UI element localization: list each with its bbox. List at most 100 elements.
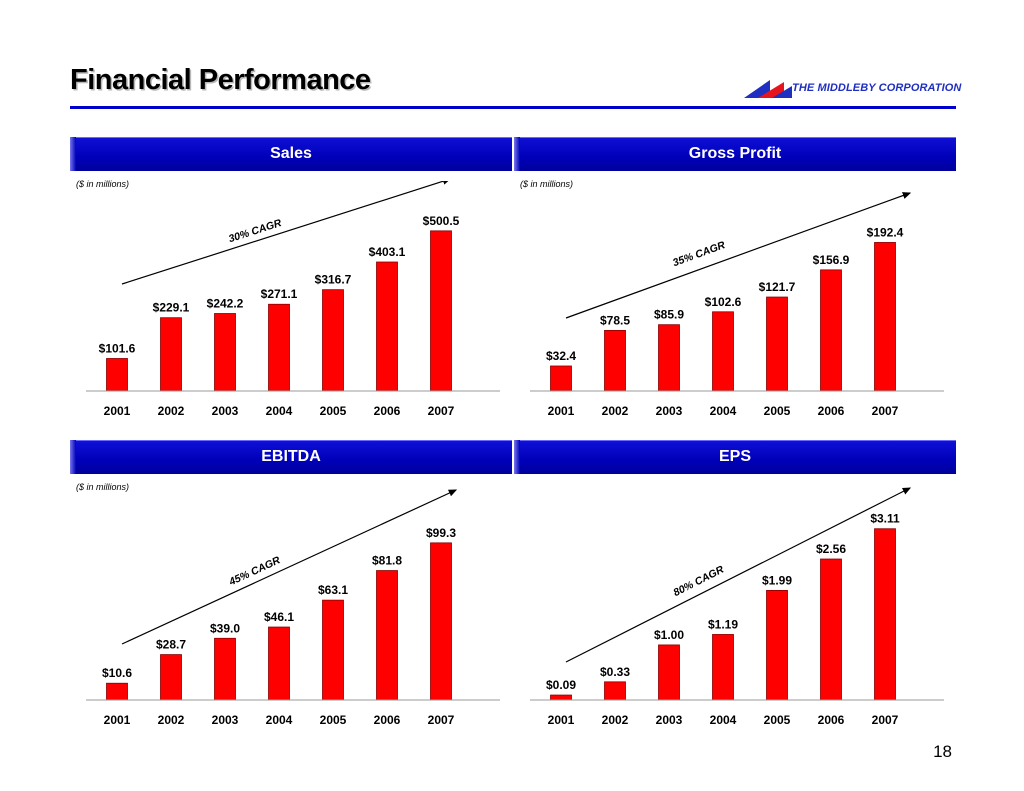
data-label-2003: $242.2 [207, 296, 244, 310]
title-rule [70, 106, 956, 109]
bar-2006 [376, 261, 398, 392]
tick-label-2003: 2003 [656, 404, 683, 418]
unit-note: ($ in millions) [76, 179, 130, 189]
panel-header: Gross Profit [514, 137, 956, 171]
unit-note: ($ in millions) [76, 482, 130, 492]
data-label-2007: $3.11 [870, 512, 900, 526]
tick-label-2001: 2001 [548, 404, 575, 418]
bar-2004 [712, 311, 734, 392]
tick-label-2004: 2004 [266, 713, 293, 727]
middleby-logo-icon [744, 80, 792, 98]
bar-2005 [766, 296, 788, 392]
company-logo: THE MIDDLEBY CORPORATION [744, 78, 961, 100]
eps-panel: EPS $0.09 2001 $0.33 2002 $1.00 2003 $1.19 2004… [514, 440, 956, 740]
tick-label-2007: 2007 [872, 713, 899, 727]
bar-2001 [550, 694, 572, 701]
data-label-2006: $403.1 [369, 245, 406, 259]
data-label-2006: $156.9 [813, 253, 850, 267]
bar-2007 [874, 242, 896, 392]
tick-label-2007: 2007 [428, 713, 455, 727]
tick-label-2007: 2007 [428, 404, 455, 418]
bar-2001 [550, 365, 572, 392]
tick-label-2005: 2005 [320, 404, 347, 418]
data-label-2007: $192.4 [867, 225, 904, 239]
bar-2007 [430, 542, 452, 701]
data-label-2005: $316.7 [315, 273, 352, 287]
data-label-2003: $85.9 [654, 308, 684, 322]
tick-label-2006: 2006 [818, 713, 845, 727]
bar-2004 [268, 626, 290, 701]
bar-2005 [322, 599, 344, 701]
sales-panel: Sales ($ in millions) $101.6 2001 $229.1 20… [70, 137, 512, 427]
panel-header: Sales [70, 137, 512, 171]
tick-label-2003: 2003 [656, 713, 683, 727]
panel-title: EBITDA [261, 448, 321, 465]
tick-label-2001: 2001 [548, 713, 575, 727]
data-label-2002: $28.7 [156, 638, 186, 652]
panel-title: EPS [718, 448, 751, 465]
tick-label-2005: 2005 [764, 713, 791, 727]
tick-label-2006: 2006 [818, 404, 845, 418]
data-label-2007: $99.3 [426, 526, 456, 540]
data-label-2003: $1.00 [654, 628, 684, 642]
trend-arrow [565, 487, 912, 663]
data-label-2004: $46.1 [264, 610, 294, 624]
data-label-2005: $1.99 [762, 573, 792, 587]
tick-label-2007: 2007 [872, 404, 899, 418]
tick-label-2005: 2005 [320, 713, 347, 727]
panel-header: EPS [514, 440, 956, 474]
data-label-2002: $0.33 [600, 665, 630, 679]
bar-2005 [766, 590, 788, 701]
bar-2002 [160, 654, 182, 701]
tick-label-2005: 2005 [764, 404, 791, 418]
gross-profit-chart: $32.4 2001 $78.5 2002 $85.9 2003 $102.6 2004 $12… [530, 192, 944, 418]
bar-2006 [820, 558, 842, 701]
tick-label-2001: 2001 [104, 713, 131, 727]
panel-header: EBITDA [70, 440, 512, 474]
data-label-2005: $63.1 [318, 583, 348, 597]
bar-2002 [604, 681, 626, 701]
tick-label-2004: 2004 [266, 404, 293, 418]
tick-label-2004: 2004 [710, 404, 737, 418]
bar-2003 [658, 324, 680, 392]
data-label-2004: $102.6 [705, 295, 742, 309]
ebitda-chart: $10.6 2001 $28.7 2002 $39.0 2003 $46.1 2004 $63.… [86, 489, 500, 727]
page-title: Financial Performance [70, 64, 371, 96]
data-label-2001: $32.4 [546, 349, 576, 363]
eps-chart: $0.09 2001 $0.33 2002 $1.00 2003 $1.19 2004 $1.9… [530, 487, 944, 727]
panel-title: Gross Profit [688, 145, 782, 162]
trend-arrow [121, 181, 452, 285]
data-label-2006: $81.8 [372, 554, 402, 568]
tick-label-2003: 2003 [212, 404, 239, 418]
tick-label-2002: 2002 [158, 713, 185, 727]
logo-text: THE MIDDLEBY CORPORATION [792, 82, 962, 94]
sales-chart: $101.6 2001 $229.1 2002 $242.2 2003 $271.1 2004… [86, 181, 500, 418]
data-label-2004: $271.1 [261, 287, 298, 301]
cagr-label: 35% CAGR [671, 239, 727, 269]
data-label-2003: $39.0 [210, 621, 240, 635]
bar-2003 [214, 637, 236, 701]
tick-label-2006: 2006 [374, 404, 401, 418]
tick-label-2002: 2002 [158, 404, 185, 418]
data-label-2004: $1.19 [708, 617, 738, 631]
gross-profit-panel: Gross Profit ($ in millions) $32.4 2001 $7… [514, 137, 956, 427]
unit-note: ($ in millions) [520, 179, 574, 189]
data-label-2002: $229.1 [153, 301, 190, 315]
bar-2002 [160, 317, 182, 392]
bar-2006 [376, 570, 398, 701]
bar-2007 [430, 230, 452, 392]
bar-2004 [268, 303, 290, 392]
bar-2001 [106, 682, 128, 701]
data-label-2007: $500.5 [423, 214, 460, 228]
data-label-2001: $101.6 [99, 341, 136, 355]
bar-2004 [712, 634, 734, 701]
bar-2003 [658, 644, 680, 701]
data-label-2002: $78.5 [600, 313, 630, 327]
data-label-2001: $0.09 [546, 678, 576, 692]
data-label-2006: $2.56 [816, 542, 846, 556]
tick-label-2006: 2006 [374, 713, 401, 727]
tick-label-2002: 2002 [602, 404, 629, 418]
page-number: 18 [933, 742, 952, 761]
trend-arrow [565, 192, 912, 319]
ebitda-panel: EBITDA ($ in millions) $10.6 2001 $28.7 200… [70, 440, 512, 740]
